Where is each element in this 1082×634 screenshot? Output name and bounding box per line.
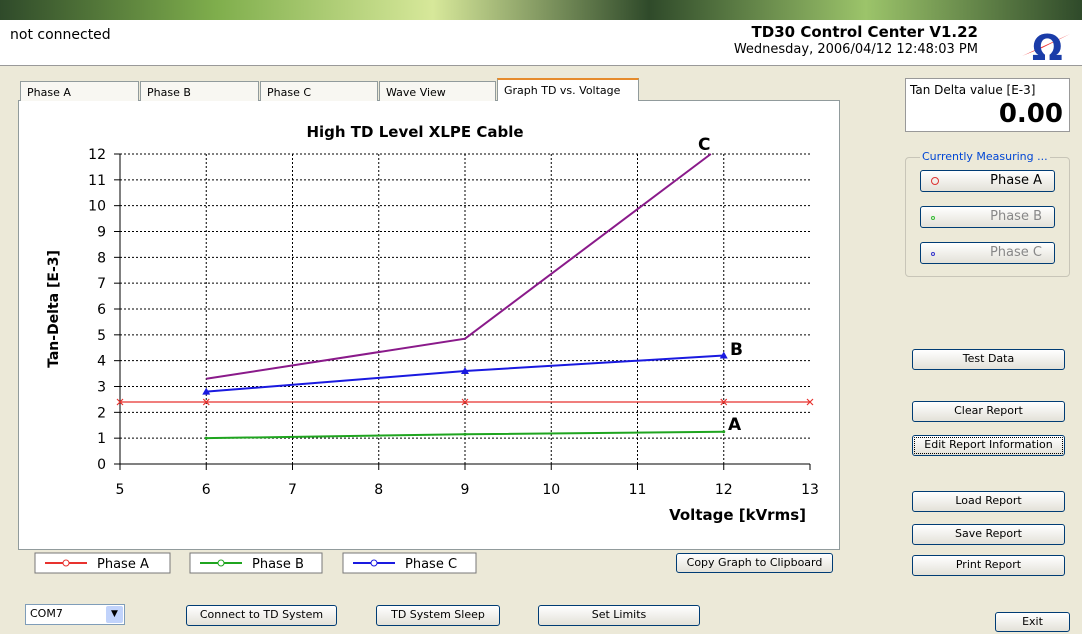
bottom-button[interactable]: TD System Sleep	[376, 605, 500, 626]
phase-label: Phase B	[990, 209, 1042, 224]
y-tick-label: 8	[97, 250, 106, 266]
side-button[interactable]: Save Report	[912, 524, 1065, 545]
copy-button[interactable]: Copy Graph to Clipboard	[676, 553, 833, 573]
page: not connected TD30 Control Center V1.22 …	[0, 0, 1082, 634]
y-tick-label: 7	[97, 276, 106, 292]
exit-button[interactable]: Exit	[995, 612, 1070, 632]
phase-indicator	[931, 252, 935, 256]
legend-label: Phase B	[252, 557, 304, 572]
x-tick-label: 12	[715, 482, 733, 498]
legend-label: Phase C	[405, 557, 457, 572]
y-tick-label: 6	[97, 302, 106, 318]
y-axis-label: Tan-Delta [E-3]	[46, 250, 62, 368]
port-select[interactable]: COM7 ▼	[25, 604, 125, 625]
y-tick-label: 2	[97, 405, 106, 421]
side-button[interactable]: Test Data	[912, 349, 1065, 370]
chart-title: High TD Level XLPE Cable	[306, 123, 523, 141]
svg-text:Ω: Ω	[1032, 28, 1063, 64]
datetime: Wednesday, 2006/04/12 12:48:03 PM	[734, 42, 978, 57]
legend-marker	[63, 560, 69, 566]
side-button[interactable]: Clear Report	[912, 401, 1065, 422]
status: not connected	[10, 27, 111, 43]
phase-indicator	[931, 216, 935, 220]
legend-marker	[371, 560, 377, 566]
measuring-title: Currently Measuring ...	[920, 150, 1050, 163]
x-tick-label: 7	[288, 482, 297, 498]
x-tick-label: 9	[461, 482, 470, 498]
x-tick-label: 13	[801, 482, 819, 498]
app-title: TD30 Control Center V1.22	[752, 23, 978, 41]
tan-delta-label: Tan Delta value [E-3]	[910, 83, 1035, 97]
point	[205, 437, 208, 440]
header: not connected TD30 Control Center V1.22 …	[0, 20, 1082, 66]
bottom-button[interactable]: Set Limits	[538, 605, 700, 626]
phase-button[interactable]: Phase C	[920, 242, 1055, 264]
x-tick-label: 10	[542, 482, 560, 498]
series-line	[206, 154, 711, 379]
banner-image	[0, 0, 1082, 20]
point	[464, 433, 467, 436]
x-axis-label: Voltage [kVrms]	[669, 506, 806, 524]
tab[interactable]: Phase B	[140, 81, 259, 101]
phase-button[interactable]: Phase A	[920, 170, 1055, 192]
x-tick-label: 5	[116, 482, 125, 498]
x-tick-label: 8	[374, 482, 383, 498]
y-tick-label: 4	[97, 354, 106, 370]
tan-delta-box: Tan Delta value [E-3] 0.00	[905, 78, 1070, 132]
bottom-button[interactable]: Connect to TD System	[186, 605, 337, 626]
y-tick-label: 0	[97, 457, 106, 473]
side-button[interactable]: Edit Report Information	[912, 435, 1065, 456]
tab[interactable]: Phase C	[260, 81, 378, 101]
annotation: B	[730, 340, 743, 360]
annotation: C	[698, 135, 710, 155]
chart: High TD Level XLPE Cable Tan-Delta [E-3] V…	[18, 100, 840, 580]
y-tick-label: 9	[97, 225, 106, 241]
tab[interactable]: Graph TD vs. Voltage	[497, 78, 639, 101]
phase-label: Phase A	[990, 173, 1042, 188]
legend-label: Phase A	[97, 557, 149, 572]
phase-button[interactable]: Phase B	[920, 206, 1055, 228]
y-tick-label: 12	[88, 147, 106, 163]
y-tick-label: 3	[97, 380, 106, 396]
legend-marker	[218, 560, 224, 566]
tan-delta-value: 0.00	[999, 99, 1063, 129]
side-button[interactable]: Load Report	[912, 491, 1065, 512]
tab[interactable]: Phase A	[20, 81, 139, 101]
tab[interactable]: Wave View	[379, 81, 496, 101]
x-tick-label: 6	[202, 482, 211, 498]
side-button[interactable]: Print Report	[912, 555, 1065, 576]
port: COM7	[30, 607, 63, 620]
x-tick-label: 11	[629, 482, 647, 498]
y-tick-label: 1	[97, 431, 106, 447]
phase-indicator	[931, 177, 939, 185]
phase-label: Phase C	[990, 245, 1042, 260]
y-tick-label: 11	[88, 173, 106, 189]
point	[722, 430, 725, 433]
y-tick-label: 10	[88, 199, 106, 215]
y-tick-label: 5	[97, 328, 106, 344]
dropdown-arrow: ▼	[106, 606, 123, 623]
logo: Ω	[1012, 22, 1074, 64]
annotation: A	[728, 415, 742, 435]
